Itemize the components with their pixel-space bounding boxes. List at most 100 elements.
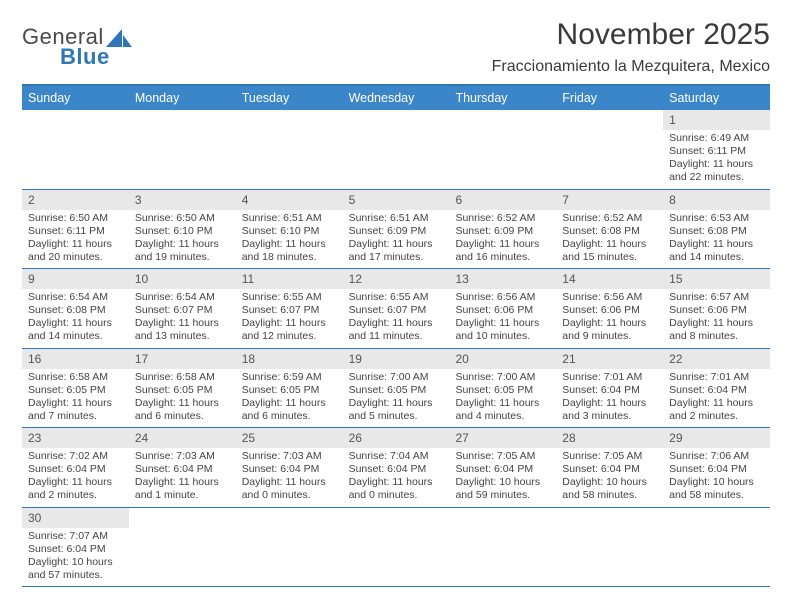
day-number: 21: [556, 349, 663, 369]
calendar-day: 3Sunrise: 6:50 AMSunset: 6:10 PMDaylight…: [129, 190, 236, 269]
calendar-day-empty: [343, 110, 450, 189]
calendar-day: 22Sunrise: 7:01 AMSunset: 6:04 PMDayligh…: [663, 349, 770, 428]
calendar-week: 1Sunrise: 6:49 AMSunset: 6:11 PMDaylight…: [22, 110, 770, 190]
day-details: Sunrise: 7:05 AMSunset: 6:04 PMDaylight:…: [449, 448, 556, 507]
sunrise-text: Sunrise: 7:00 AM: [455, 371, 550, 384]
sunset-text: Sunset: 6:10 PM: [242, 225, 337, 238]
sunrise-text: Sunrise: 6:59 AM: [242, 371, 337, 384]
sunset-text: Sunset: 6:04 PM: [669, 463, 764, 476]
title-block: November 2025 Fraccionamiento la Mezquit…: [492, 18, 770, 76]
day-details: Sunrise: 6:58 AMSunset: 6:05 PMDaylight:…: [129, 369, 236, 428]
calendar-day: 8Sunrise: 6:53 AMSunset: 6:08 PMDaylight…: [663, 190, 770, 269]
daylight-text: Daylight: 10 hours: [28, 556, 123, 569]
calendar-day: 10Sunrise: 6:54 AMSunset: 6:07 PMDayligh…: [129, 269, 236, 348]
sunrise-text: Sunrise: 7:03 AM: [242, 450, 337, 463]
sunset-text: Sunset: 6:04 PM: [562, 384, 657, 397]
daylight-text: Daylight: 11 hours: [28, 397, 123, 410]
calendar-day: 2Sunrise: 6:50 AMSunset: 6:11 PMDaylight…: [22, 190, 129, 269]
daylight-text: and 59 minutes.: [455, 489, 550, 502]
day-details: Sunrise: 6:59 AMSunset: 6:05 PMDaylight:…: [236, 369, 343, 428]
sunset-text: Sunset: 6:04 PM: [562, 463, 657, 476]
daylight-text: Daylight: 11 hours: [669, 158, 764, 171]
sunrise-text: Sunrise: 7:01 AM: [669, 371, 764, 384]
day-number: 16: [22, 349, 129, 369]
day-number: 3: [129, 190, 236, 210]
day-number: 19: [343, 349, 450, 369]
day-details: Sunrise: 6:49 AMSunset: 6:11 PMDaylight:…: [663, 130, 770, 189]
calendar-day: 13Sunrise: 6:56 AMSunset: 6:06 PMDayligh…: [449, 269, 556, 348]
daylight-text: and 14 minutes.: [669, 251, 764, 264]
sunset-text: Sunset: 6:06 PM: [562, 304, 657, 317]
daylight-text: and 0 minutes.: [242, 489, 337, 502]
day-details: Sunrise: 6:50 AMSunset: 6:10 PMDaylight:…: [129, 210, 236, 269]
calendar-week: 16Sunrise: 6:58 AMSunset: 6:05 PMDayligh…: [22, 349, 770, 429]
daylight-text: and 57 minutes.: [28, 569, 123, 582]
day-number: 7: [556, 190, 663, 210]
daylight-text: Daylight: 11 hours: [28, 238, 123, 251]
sunset-text: Sunset: 6:09 PM: [349, 225, 444, 238]
sunrise-text: Sunrise: 6:51 AM: [349, 212, 444, 225]
calendar-body: 1Sunrise: 6:49 AMSunset: 6:11 PMDaylight…: [22, 110, 770, 587]
sunset-text: Sunset: 6:11 PM: [28, 225, 123, 238]
calendar-day: 26Sunrise: 7:04 AMSunset: 6:04 PMDayligh…: [343, 428, 450, 507]
sunrise-text: Sunrise: 6:50 AM: [28, 212, 123, 225]
sunset-text: Sunset: 6:08 PM: [562, 225, 657, 238]
day-number: 13: [449, 269, 556, 289]
calendar-day: 17Sunrise: 6:58 AMSunset: 6:05 PMDayligh…: [129, 349, 236, 428]
daylight-text: and 3 minutes.: [562, 410, 657, 423]
daylight-text: Daylight: 10 hours: [562, 476, 657, 489]
day-details: [343, 514, 450, 520]
daylight-text: Daylight: 11 hours: [669, 397, 764, 410]
day-details: [556, 116, 663, 122]
day-details: Sunrise: 7:01 AMSunset: 6:04 PMDaylight:…: [663, 369, 770, 428]
daylight-text: Daylight: 11 hours: [349, 476, 444, 489]
daylight-text: Daylight: 11 hours: [349, 397, 444, 410]
day-details: Sunrise: 7:02 AMSunset: 6:04 PMDaylight:…: [22, 448, 129, 507]
sunrise-text: Sunrise: 7:04 AM: [349, 450, 444, 463]
day-number: 14: [556, 269, 663, 289]
daylight-text: and 10 minutes.: [455, 330, 550, 343]
calendar-day-empty: [129, 508, 236, 587]
sunset-text: Sunset: 6:04 PM: [455, 463, 550, 476]
daylight-text: Daylight: 11 hours: [242, 317, 337, 330]
calendar-day: 18Sunrise: 6:59 AMSunset: 6:05 PMDayligh…: [236, 349, 343, 428]
sunrise-text: Sunrise: 7:06 AM: [669, 450, 764, 463]
day-details: Sunrise: 6:52 AMSunset: 6:09 PMDaylight:…: [449, 210, 556, 269]
calendar-day: 1Sunrise: 6:49 AMSunset: 6:11 PMDaylight…: [663, 110, 770, 189]
daylight-text: and 58 minutes.: [669, 489, 764, 502]
calendar-week: 9Sunrise: 6:54 AMSunset: 6:08 PMDaylight…: [22, 269, 770, 349]
daylight-text: and 5 minutes.: [349, 410, 444, 423]
day-details: [22, 116, 129, 122]
day-details: Sunrise: 7:03 AMSunset: 6:04 PMDaylight:…: [236, 448, 343, 507]
day-details: [129, 514, 236, 520]
calendar-day-empty: [449, 110, 556, 189]
day-details: [129, 116, 236, 122]
day-details: Sunrise: 6:56 AMSunset: 6:06 PMDaylight:…: [449, 289, 556, 348]
sunrise-text: Sunrise: 6:49 AM: [669, 132, 764, 145]
sunrise-text: Sunrise: 6:58 AM: [135, 371, 230, 384]
calendar-day: 24Sunrise: 7:03 AMSunset: 6:04 PMDayligh…: [129, 428, 236, 507]
weekday-header: Thursday: [449, 86, 556, 110]
calendar-day: 27Sunrise: 7:05 AMSunset: 6:04 PMDayligh…: [449, 428, 556, 507]
day-details: [663, 514, 770, 520]
sunset-text: Sunset: 6:06 PM: [669, 304, 764, 317]
day-details: Sunrise: 7:00 AMSunset: 6:05 PMDaylight:…: [343, 369, 450, 428]
sunset-text: Sunset: 6:07 PM: [135, 304, 230, 317]
day-details: Sunrise: 6:56 AMSunset: 6:06 PMDaylight:…: [556, 289, 663, 348]
brand-text: General Blue: [22, 24, 132, 70]
brand-logo: General Blue: [22, 24, 132, 70]
sunrise-text: Sunrise: 6:50 AM: [135, 212, 230, 225]
day-details: Sunrise: 7:00 AMSunset: 6:05 PMDaylight:…: [449, 369, 556, 428]
day-number: 1: [663, 110, 770, 130]
day-number: 28: [556, 428, 663, 448]
calendar-day-empty: [449, 508, 556, 587]
calendar-day-empty: [129, 110, 236, 189]
weekday-header: Sunday: [22, 86, 129, 110]
calendar-day-empty: [236, 110, 343, 189]
calendar-page: General Blue November 2025 Fraccionamien…: [0, 0, 792, 612]
sunrise-text: Sunrise: 6:51 AM: [242, 212, 337, 225]
day-details: Sunrise: 6:55 AMSunset: 6:07 PMDaylight:…: [343, 289, 450, 348]
day-number: 20: [449, 349, 556, 369]
daylight-text: and 20 minutes.: [28, 251, 123, 264]
sunset-text: Sunset: 6:07 PM: [242, 304, 337, 317]
